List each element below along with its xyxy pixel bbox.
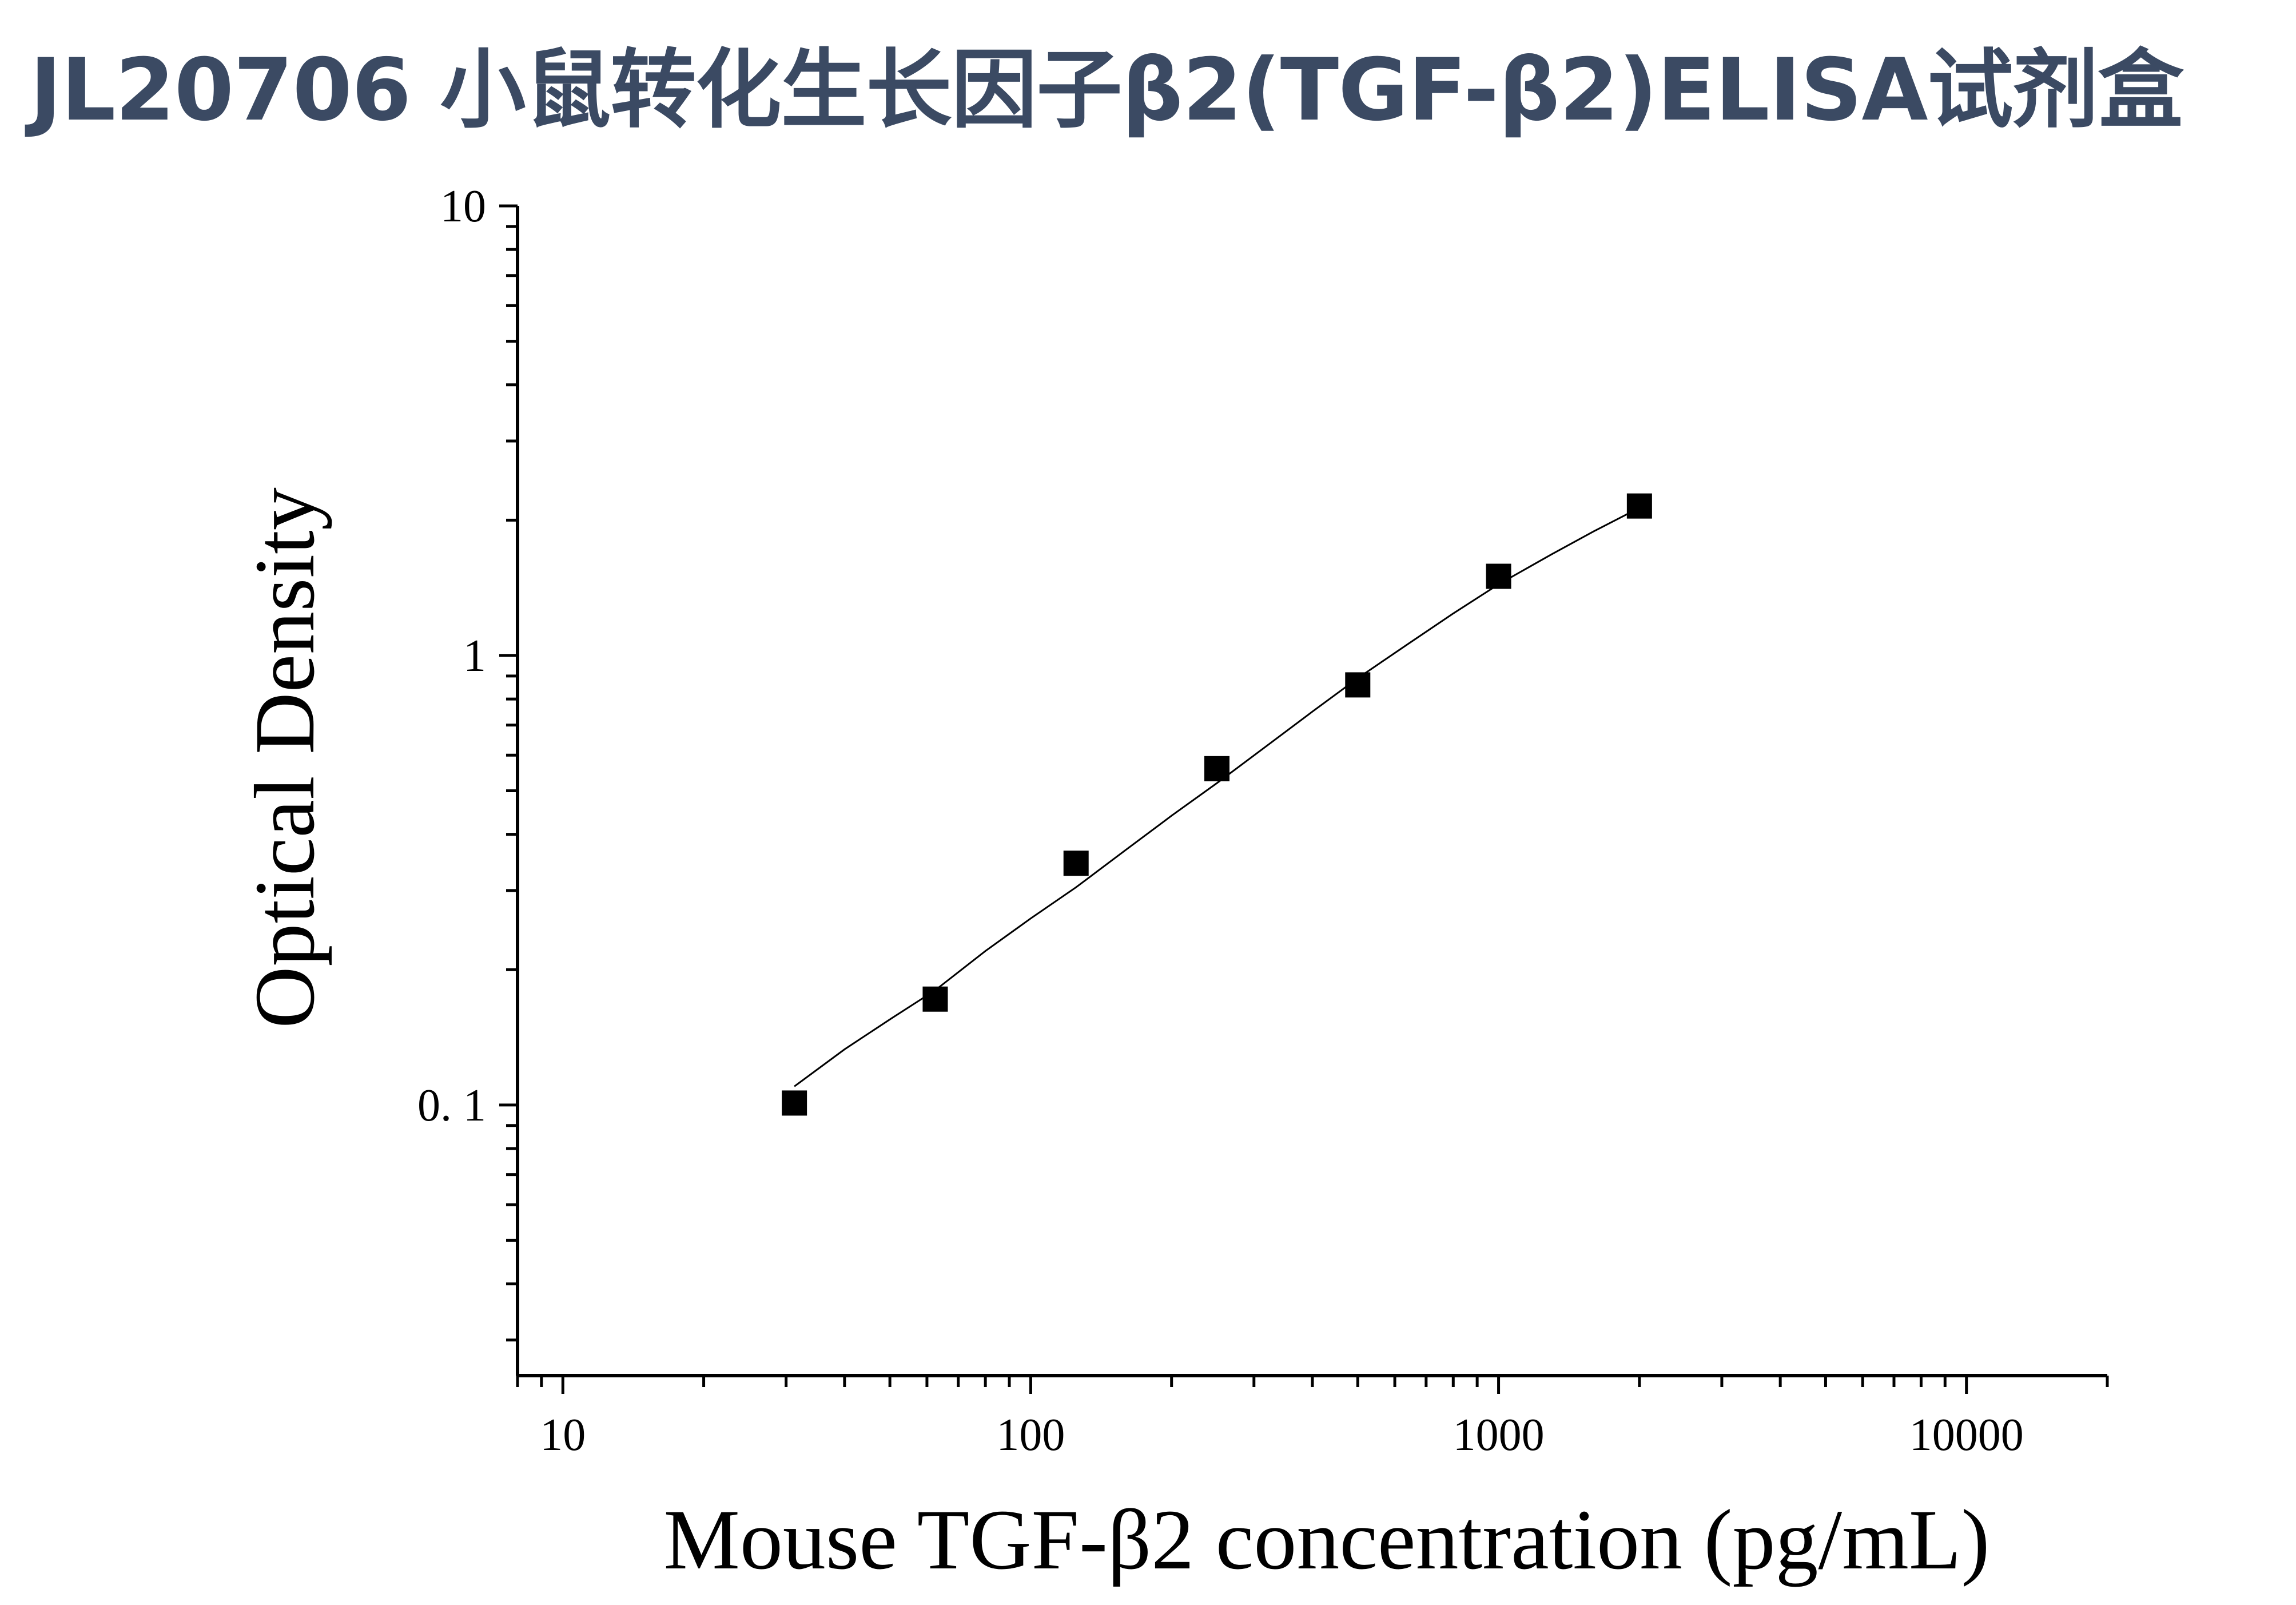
x-tick-label: 10000 [1909,1410,2024,1460]
data-point [922,986,948,1012]
x-tick-label: 10 [540,1410,586,1460]
data-point [1345,672,1371,698]
x-tick-label: 1000 [1453,1410,1545,1460]
fit-curve [794,507,1640,1087]
y-tick-label: 1 [463,631,486,681]
page-title: JL20706 小鼠转化生长因子β2(TGF-β2)ELISA试剂盒 [30,41,2184,140]
tick-labels: 10 100 1000 10000 0. 1 1 10 [417,181,2024,1460]
axes [516,206,2107,1377]
data-point [1486,563,1511,589]
y-tick-label: 0. 1 [417,1080,486,1131]
data-point [1063,851,1089,876]
data-points [782,493,1652,1116]
y-axis-label: Optical Density [237,487,332,1028]
x-axis-label: Mouse TGF-β2 concentration (pg/mL) [664,1492,1990,1587]
x-tick-label: 100 [996,1410,1065,1460]
y-tick-label: 10 [440,181,486,232]
data-point [1626,493,1652,519]
data-point [782,1090,807,1116]
tick-marks [499,204,2109,1394]
data-point [1204,756,1230,781]
